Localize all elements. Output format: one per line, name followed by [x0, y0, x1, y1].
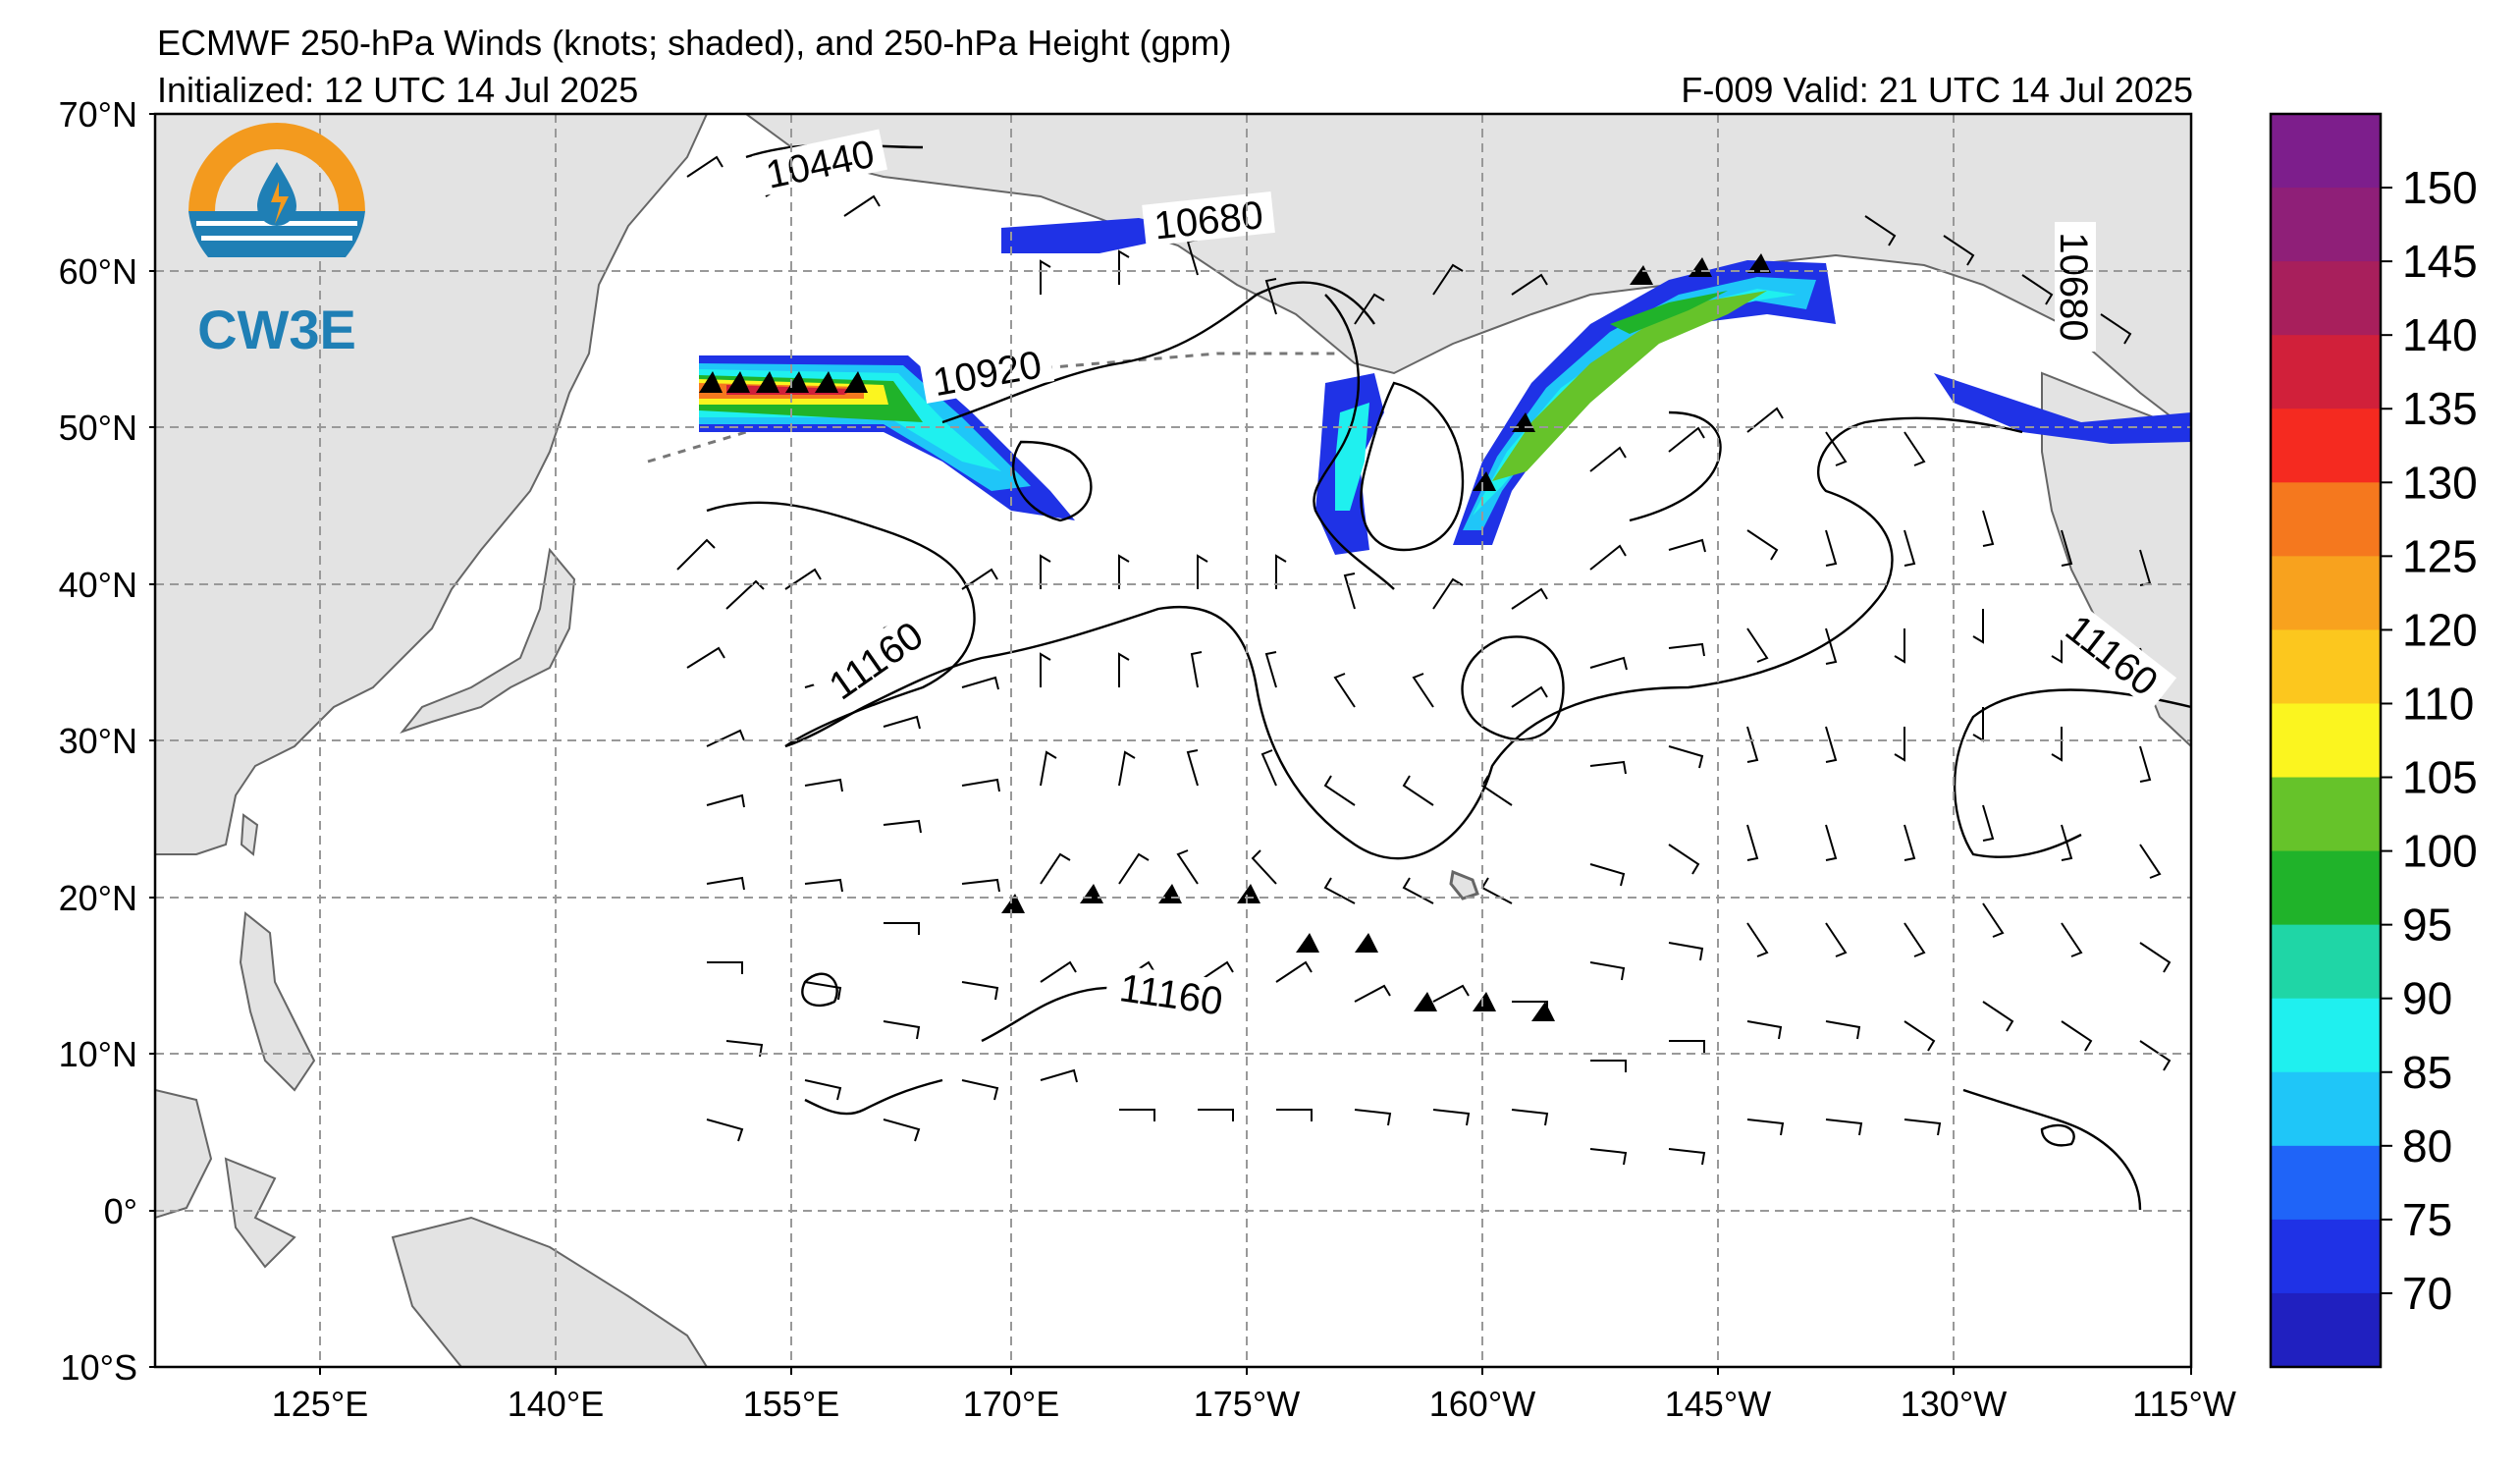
colorbar-swatch — [2271, 924, 2381, 1000]
lat-label: 60°N — [59, 251, 137, 292]
colorbar: 150 145 140 135 130 125 120 110 105 100 95 90 85 80 75… — [2269, 112, 2478, 1369]
land-new-guinea — [391, 1216, 709, 1367]
colorbar-swatch — [2271, 409, 2381, 483]
lon-label: 130°W — [1901, 1384, 2007, 1424]
lat-label: 10°S — [61, 1347, 137, 1388]
lat-label: 40°N — [59, 565, 137, 605]
cw3e-logo: CW3E — [188, 123, 365, 360]
lon-label: 175°W — [1194, 1384, 1300, 1424]
lat-label: 70°N — [59, 94, 137, 135]
initialized-time: Initialized: 12 UTC 14 Jul 2025 — [157, 70, 639, 110]
land-maritime-se-asia — [155, 1088, 213, 1220]
colorbar-swatch — [2271, 556, 2381, 630]
lat-label: 0° — [104, 1191, 137, 1231]
land-philippines — [239, 911, 316, 1092]
colorbar-swatch — [2271, 1219, 2381, 1294]
lat-axis: 70°N 60°N 50°N 40°N 30°N 20°N 10°N 0° 10… — [59, 94, 155, 1388]
cw3e-logo-text: CW3E — [197, 299, 356, 360]
colorbar-tick-label: 130 — [2402, 457, 2478, 508]
lon-label: 115°W — [2132, 1384, 2236, 1424]
colorbar-tick-label: 80 — [2402, 1120, 2452, 1172]
colorbar-swatch — [2271, 703, 2381, 779]
jet-streak-bc-coast — [1934, 373, 2191, 444]
colorbar-swatch — [2271, 1145, 2381, 1221]
colorbar-swatch — [2271, 629, 2381, 704]
lat-label: 20°N — [59, 878, 137, 918]
land-asia — [155, 114, 709, 855]
lon-label: 170°E — [963, 1384, 1059, 1424]
colorbar-tick-label: 120 — [2402, 604, 2478, 655]
colorbar-tick-label: 135 — [2402, 383, 2478, 434]
colorbar-tick-label: 85 — [2402, 1047, 2452, 1098]
colorbar-tick-label: 125 — [2402, 530, 2478, 581]
colorbar-tick-label: 75 — [2402, 1194, 2452, 1245]
colorbar-swatch — [2271, 188, 2381, 262]
colorbar-swatch — [2271, 1071, 2381, 1147]
colorbar-tick-label: 95 — [2402, 900, 2452, 951]
colorbar-swatch — [2271, 261, 2381, 336]
lon-label: 125°E — [272, 1384, 368, 1424]
lat-label: 10°N — [59, 1034, 137, 1074]
colorbar-tick-label: 150 — [2402, 162, 2478, 213]
lon-label: 155°E — [743, 1384, 839, 1424]
colorbar-tick-label: 140 — [2402, 309, 2478, 360]
gridlines — [155, 114, 2191, 1367]
colorbar-frame — [2269, 112, 2383, 1369]
colorbar-tick-label: 105 — [2402, 752, 2478, 803]
map-title: ECMWF 250-hPa Winds (knots; shaded), and… — [157, 23, 1232, 63]
lon-label: 145°W — [1665, 1384, 1771, 1424]
lat-label: 30°N — [59, 721, 137, 761]
colorbar-swatch — [2271, 777, 2381, 852]
colorbar-swatch — [2271, 482, 2381, 557]
colorbar-swatch — [2271, 1292, 2381, 1368]
lon-label: 160°W — [1429, 1384, 1535, 1424]
colorbar-swatch — [2271, 850, 2381, 926]
valid-time: F-009 Valid: 21 UTC 14 Jul 2025 — [1681, 70, 2193, 110]
land-sulawesi — [224, 1157, 296, 1269]
colorbar-tick-label: 110 — [2402, 678, 2474, 729]
colorbar-tick-label: 145 — [2402, 236, 2478, 287]
colorbar-swatch — [2271, 335, 2381, 409]
aleutian-islands — [647, 352, 1335, 464]
land-japan — [400, 547, 576, 735]
wind-barbs — [676, 155, 2171, 1166]
jet-streak-gulf-alaska — [1453, 260, 1836, 545]
contour-label-10680-east: 10680 — [2052, 232, 2095, 341]
land-taiwan — [240, 813, 259, 856]
colorbar-swatch — [2271, 114, 2381, 189]
colorbar-tick-label: 90 — [2402, 973, 2452, 1024]
colorbar-tick-label: 70 — [2402, 1268, 2452, 1319]
hawaii-islands — [1449, 869, 1479, 900]
colorbar-tick-label: 100 — [2402, 826, 2478, 877]
lon-label: 140°E — [508, 1384, 604, 1424]
lon-axis: 125°E 140°E 155°E 170°E 175°W 160°W 145°… — [272, 1367, 2236, 1424]
colorbar-swatch — [2271, 998, 2381, 1073]
lat-label: 50°N — [59, 408, 137, 448]
jet-streak-central — [1315, 373, 1384, 555]
